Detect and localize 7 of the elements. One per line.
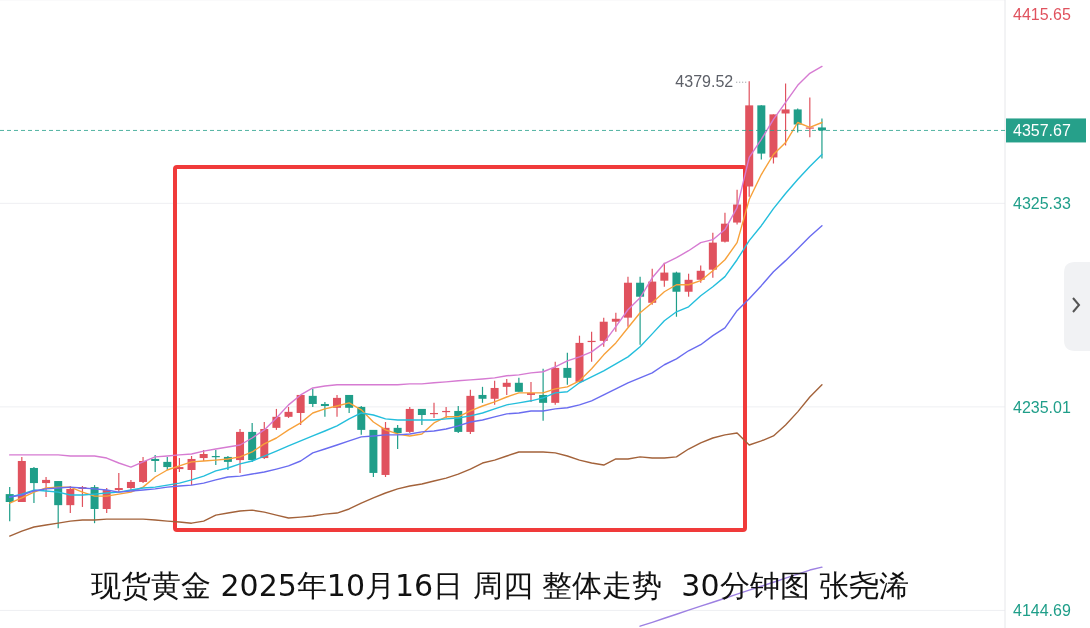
text: 现货黄金 2025年10月16日 周四 整体走势 30分钟图 张尧浠 [90, 568, 910, 603]
y-tick-label: 4325.33 [1013, 195, 1071, 213]
y-tick-label: 4144.69 [1013, 602, 1071, 620]
y-tick-label: 4235.01 [1013, 398, 1071, 416]
annotation: 4379.52 [675, 73, 734, 91]
y-tick-label: 4415.65 [1013, 6, 1071, 23]
ref-line-label: 4357.67 [1013, 122, 1071, 140]
